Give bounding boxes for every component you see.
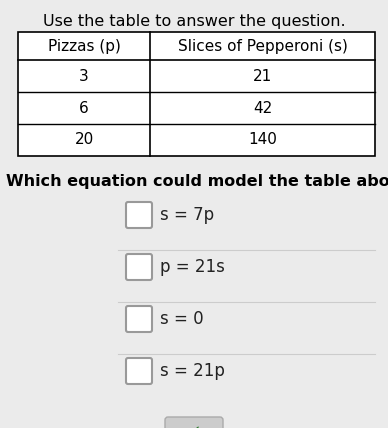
FancyBboxPatch shape [165, 417, 223, 428]
Text: s = 21p: s = 21p [160, 362, 225, 380]
Text: s = 7p: s = 7p [160, 206, 214, 224]
Text: 6: 6 [79, 101, 89, 116]
Text: 20: 20 [74, 133, 94, 148]
Text: 42: 42 [253, 101, 272, 116]
Text: 3: 3 [79, 68, 89, 83]
Text: p = 21s: p = 21s [160, 258, 225, 276]
Text: s = 0: s = 0 [160, 310, 204, 328]
FancyBboxPatch shape [126, 254, 152, 280]
FancyBboxPatch shape [126, 306, 152, 332]
Text: Use the table to answer the question.: Use the table to answer the question. [43, 14, 345, 29]
Text: Which equation could model the table above?: Which equation could model the table abo… [6, 174, 388, 189]
Text: Pizzas (p): Pizzas (p) [48, 39, 120, 54]
Bar [18, 32, 375, 156]
FancyBboxPatch shape [126, 358, 152, 384]
FancyBboxPatch shape [126, 202, 152, 228]
Text: 21: 21 [253, 68, 272, 83]
Text: 140: 140 [248, 133, 277, 148]
Text: ✓: ✓ [187, 424, 201, 428]
Text: Slices of Pepperoni (s): Slices of Pepperoni (s) [178, 39, 347, 54]
